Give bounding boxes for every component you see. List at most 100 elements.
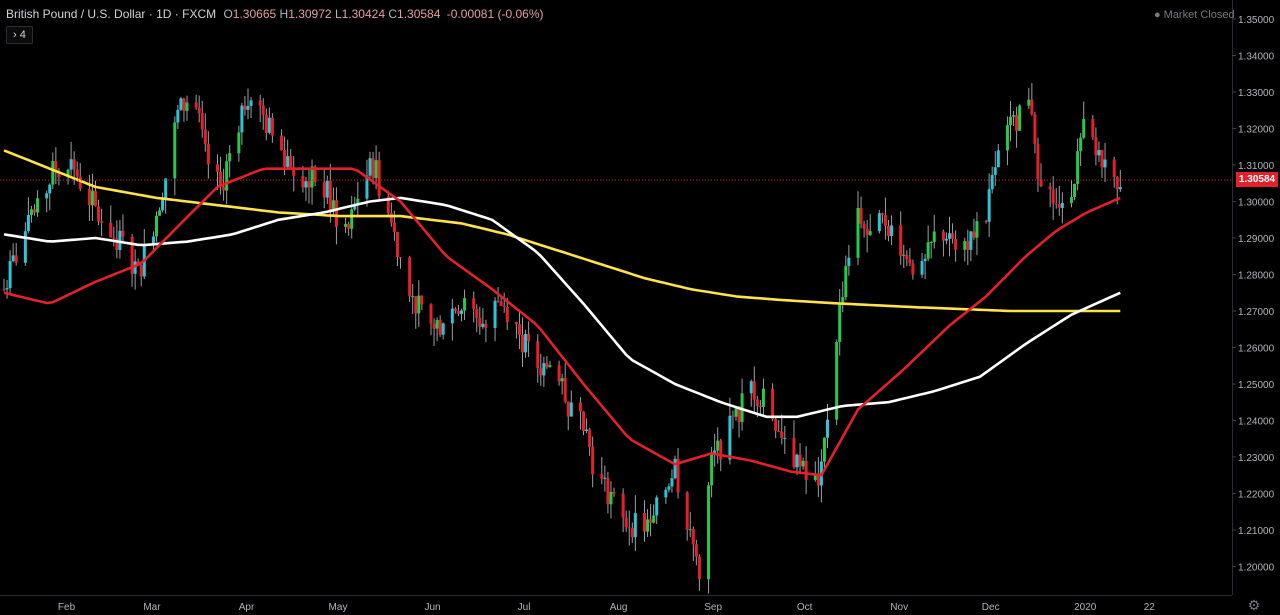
candle-down	[752, 381, 756, 400]
ma-fast-line	[3, 167, 1121, 477]
price-tick-label: 1.32000	[1238, 125, 1275, 136]
candle-down	[301, 175, 305, 188]
symbol-name: British Pound / U.S. Dollar	[6, 7, 146, 21]
candle-up	[734, 408, 738, 417]
candle-down	[771, 388, 775, 420]
price-tick-label: 1.21000	[1238, 526, 1275, 537]
candle-up	[868, 231, 872, 236]
change-value: -0.00081 (-0.06%)	[446, 7, 544, 21]
candle-down	[408, 257, 412, 297]
candle-down	[456, 310, 460, 315]
candle-down	[737, 408, 741, 423]
candle-down	[591, 446, 595, 475]
candle-up	[963, 241, 967, 250]
candle-up	[801, 460, 805, 467]
price-tick-label: 1.22000	[1238, 490, 1275, 501]
candle-down	[72, 159, 76, 170]
candle-down	[1112, 159, 1116, 177]
candle-up	[844, 265, 848, 298]
candle-down	[347, 223, 351, 229]
candle-down	[136, 261, 140, 265]
candle-down	[389, 212, 393, 223]
candle-down	[1054, 203, 1058, 205]
candle-down	[972, 231, 976, 238]
candle-down	[219, 171, 223, 187]
price-tick-label: 1.29000	[1238, 234, 1275, 245]
candle-down	[112, 237, 116, 239]
candle-down	[75, 169, 79, 177]
candle-up	[155, 215, 158, 237]
candle-down	[758, 405, 762, 407]
candle-up	[993, 167, 997, 175]
candle-up	[69, 159, 73, 170]
gear-icon[interactable]: ⚙	[1247, 597, 1261, 613]
candle-up	[350, 209, 354, 229]
candle-down	[954, 238, 958, 250]
indicators-toggle-button[interactable]: › 4	[6, 26, 33, 44]
candle-down	[414, 296, 418, 314]
candle-up	[237, 132, 241, 154]
candle-up	[240, 105, 244, 133]
candle-up	[795, 454, 799, 468]
indicator-count: 4	[19, 29, 26, 41]
candle-up	[249, 100, 253, 106]
candle-down	[1015, 115, 1019, 131]
chevron-right-icon: ›	[13, 29, 17, 41]
candle-down	[624, 517, 628, 528]
candle-down	[1033, 114, 1037, 144]
candle-up	[664, 489, 668, 498]
candle-up	[923, 258, 927, 262]
price-tick-label: 1.30000	[1238, 198, 1275, 209]
candle-down	[685, 492, 689, 530]
time-tick-label: Sep	[704, 602, 722, 613]
candle-up	[310, 166, 314, 188]
candle-up	[1018, 105, 1022, 131]
candle-up	[493, 300, 497, 328]
candle-up	[118, 230, 122, 250]
ma-slow-line	[3, 149, 1121, 313]
candle-up	[856, 207, 860, 258]
candle-down	[475, 308, 479, 318]
candle-up	[710, 453, 714, 486]
candle-down	[798, 454, 802, 467]
candle-up	[228, 153, 232, 162]
time-tick-label: 22	[1144, 602, 1156, 613]
candle-up	[890, 225, 894, 237]
candle-up	[374, 160, 378, 179]
candle-up	[655, 497, 659, 516]
candle-down	[395, 231, 399, 258]
candle-up	[1070, 196, 1073, 203]
candle-up	[1009, 116, 1012, 126]
candle-down	[887, 225, 890, 237]
candle-up	[1073, 183, 1077, 197]
candle-down	[420, 295, 424, 305]
candle-down	[566, 401, 570, 417]
candle-down	[280, 135, 284, 151]
candle-down	[941, 231, 945, 241]
candle-up	[66, 169, 70, 178]
candle-up	[646, 519, 650, 532]
candle-up	[716, 440, 720, 451]
close-value: 1.30584	[397, 7, 441, 21]
candle-down	[780, 431, 784, 438]
candle-up	[344, 223, 348, 227]
candle-up	[926, 242, 930, 259]
candle-up	[356, 198, 360, 204]
symbol-legend: British Pound / U.S. Dollar · 1D · FXCM …	[6, 7, 544, 21]
candle-down	[438, 319, 442, 335]
time-tick-label: Jun	[424, 602, 440, 613]
candle-up	[450, 308, 454, 324]
candle-down	[691, 529, 695, 545]
low-value: 1.30424	[341, 7, 386, 21]
candle-up	[932, 231, 936, 243]
symbol-interval[interactable]: 1D	[156, 7, 172, 21]
candle-down	[527, 334, 531, 342]
candle-up	[822, 437, 826, 462]
candle-up	[1076, 151, 1080, 184]
candle-down	[313, 166, 317, 183]
candle-down	[453, 308, 457, 311]
candle-down	[911, 263, 915, 275]
candle-up	[609, 491, 613, 505]
candle-down	[130, 236, 134, 274]
